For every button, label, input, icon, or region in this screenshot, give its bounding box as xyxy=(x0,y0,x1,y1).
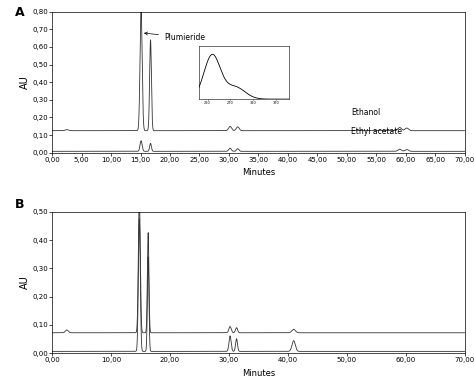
Text: Ethyl acetate: Ethyl acetate xyxy=(351,127,402,136)
Text: Ethanol: Ethanol xyxy=(351,108,380,117)
Text: B: B xyxy=(15,198,25,211)
Text: Plumieride: Plumieride xyxy=(145,32,205,42)
Y-axis label: AU: AU xyxy=(19,75,29,89)
Text: A: A xyxy=(15,6,25,19)
X-axis label: Minutes: Minutes xyxy=(242,369,275,378)
Y-axis label: AU: AU xyxy=(19,275,29,289)
X-axis label: Minutes: Minutes xyxy=(242,168,275,177)
